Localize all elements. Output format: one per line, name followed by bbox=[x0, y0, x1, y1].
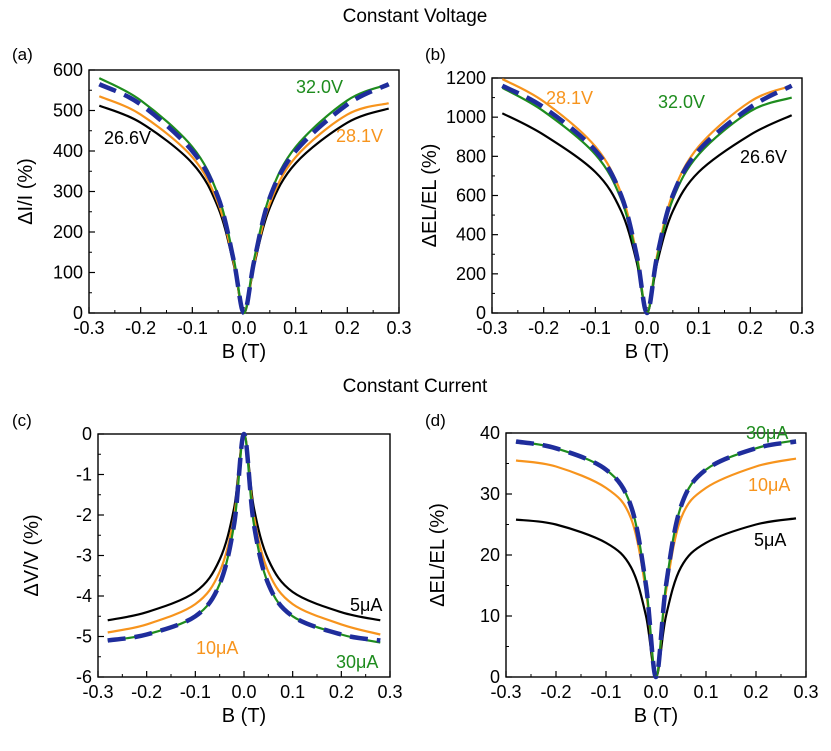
y-tick-label: 0 bbox=[476, 303, 486, 323]
x-tick-label: 0.0 bbox=[634, 318, 659, 338]
x-tick-label: -0.1 bbox=[580, 318, 611, 338]
x-tick-label: 0.0 bbox=[231, 682, 256, 702]
fit-curve bbox=[107, 431, 381, 643]
x-tick-label: 0.3 bbox=[386, 318, 411, 338]
x-tick-label: -0.1 bbox=[177, 318, 208, 338]
series-line-26.6V bbox=[501, 112, 793, 315]
y-tick-label: -4 bbox=[76, 586, 92, 606]
series-label: 32.0V bbox=[658, 92, 705, 112]
x-tick-label: 0.2 bbox=[738, 318, 763, 338]
y-tick-label: 1000 bbox=[446, 107, 486, 127]
x-tick-label: -0.3 bbox=[476, 318, 507, 338]
fit-curve bbox=[515, 439, 797, 680]
x-axis-label: B (T) bbox=[222, 341, 266, 363]
series-line-32.0V bbox=[501, 86, 793, 315]
x-tick-label: 0.2 bbox=[743, 682, 768, 702]
plot-frame bbox=[491, 77, 803, 314]
fit-curve bbox=[501, 83, 793, 316]
y-tick-label: 40 bbox=[480, 423, 500, 443]
plot-frame bbox=[88, 69, 400, 314]
series-label: 5μA bbox=[350, 595, 382, 615]
y-tick-label: 0 bbox=[82, 424, 92, 444]
y-axis-label: ΔV/V (%) bbox=[21, 514, 43, 596]
x-tick-label: -0.2 bbox=[131, 682, 162, 702]
y-axis-label: ΔEL/EL (%) bbox=[427, 503, 449, 607]
series-label: 30μA bbox=[746, 423, 788, 443]
section-title-current: Constant Current bbox=[343, 376, 488, 397]
x-tick-label: -0.2 bbox=[125, 318, 156, 338]
y-tick-label: 200 bbox=[456, 264, 486, 284]
y-tick-label: -5 bbox=[76, 627, 92, 647]
y-tick-label: 200 bbox=[53, 222, 83, 242]
series-line-5μA bbox=[107, 432, 381, 622]
panel-c: (c) -0.3 -0.2 -0.1 0.0 0.1 0.2 0.3 -6 -5 -4 -3 -2 -1 0… bbox=[12, 411, 403, 727]
panel-b: (b) -0.3 -0.2 -0.1 0.0 0.1 0.2 0.3 0 200 400 600 800… bbox=[419, 45, 815, 363]
series-label: 10μA bbox=[196, 638, 238, 658]
series-label: 5μA bbox=[754, 530, 786, 550]
x-tick-label: -0.3 bbox=[73, 318, 104, 338]
x-axis-label: B (T) bbox=[634, 705, 678, 727]
fit-curve bbox=[98, 82, 390, 316]
y-tick-label: 500 bbox=[53, 101, 83, 121]
panel-d: (d) -0.3 -0.2 -0.1 0.0 0.1 0.2 0.3 0 10 20 30 40 B (T… bbox=[425, 411, 819, 727]
x-tick-label: -0.3 bbox=[82, 682, 113, 702]
y-tick-label: -1 bbox=[76, 465, 92, 485]
y-tick-label: -6 bbox=[76, 667, 92, 687]
y-tick-label: -3 bbox=[76, 546, 92, 566]
series-label: 32.0V bbox=[296, 77, 343, 97]
x-tick-label: 0.3 bbox=[789, 318, 814, 338]
series-label: 10μA bbox=[748, 475, 790, 495]
x-tick-label: 0.1 bbox=[283, 318, 308, 338]
y-tick-label: 10 bbox=[480, 606, 500, 626]
x-tick-label: -0.1 bbox=[180, 682, 211, 702]
x-tick-label: 0.1 bbox=[693, 682, 718, 702]
y-tick-label: 600 bbox=[53, 60, 83, 80]
panel-label: (d) bbox=[425, 411, 446, 430]
x-tick-label: -0.3 bbox=[490, 682, 521, 702]
series-label: 30μA bbox=[336, 652, 378, 672]
x-tick-label: 0.2 bbox=[335, 318, 360, 338]
panel-label: (c) bbox=[12, 411, 32, 430]
panel-a: (a) -0.3 -0.2 -0.1 0.0 0.1 0.2 0.3 0 100 200 300 400… bbox=[12, 45, 412, 363]
y-tick-label: 1200 bbox=[446, 68, 486, 88]
y-axis-label: ΔEL/EL (%) bbox=[419, 144, 441, 248]
panel-label: (a) bbox=[12, 45, 33, 64]
x-axis-label: B (T) bbox=[222, 705, 266, 727]
y-tick-label: 0 bbox=[73, 303, 83, 323]
y-tick-label: 400 bbox=[456, 225, 486, 245]
series-label: 26.6V bbox=[104, 128, 151, 148]
y-tick-label: 600 bbox=[456, 186, 486, 206]
y-tick-label: 300 bbox=[53, 182, 83, 202]
x-tick-label: -0.2 bbox=[540, 682, 571, 702]
panel-label: (b) bbox=[425, 45, 446, 64]
y-tick-label: -2 bbox=[76, 505, 92, 525]
x-tick-label: 0.3 bbox=[793, 682, 818, 702]
section-title-voltage: Constant Voltage bbox=[343, 6, 488, 27]
x-tick-label: 0.1 bbox=[280, 682, 305, 702]
x-tick-label: 0.0 bbox=[231, 318, 256, 338]
x-tick-label: -0.1 bbox=[590, 682, 621, 702]
x-axis-label: B (T) bbox=[625, 341, 669, 363]
x-tick-label: -0.2 bbox=[528, 318, 559, 338]
y-tick-label: 30 bbox=[480, 484, 500, 504]
series-label: 26.6V bbox=[740, 147, 787, 167]
series-line-10μA bbox=[107, 432, 381, 636]
series-line-32.0V bbox=[98, 77, 390, 315]
x-tick-label: 0.3 bbox=[377, 682, 402, 702]
x-tick-label: 0.0 bbox=[643, 682, 668, 702]
series-label: 28.1V bbox=[336, 126, 383, 146]
y-axis-label: ΔI/I (%) bbox=[15, 158, 37, 225]
plot-frame bbox=[505, 432, 807, 678]
y-tick-label: 400 bbox=[53, 141, 83, 161]
plot-frame bbox=[97, 433, 391, 678]
x-tick-label: 0.1 bbox=[686, 318, 711, 338]
y-tick-label: 20 bbox=[480, 545, 500, 565]
x-tick-label: 0.2 bbox=[329, 682, 354, 702]
y-tick-label: 100 bbox=[53, 263, 83, 283]
y-tick-label: 800 bbox=[456, 146, 486, 166]
y-tick-label: 0 bbox=[490, 667, 500, 687]
series-label: 28.1V bbox=[546, 88, 593, 108]
